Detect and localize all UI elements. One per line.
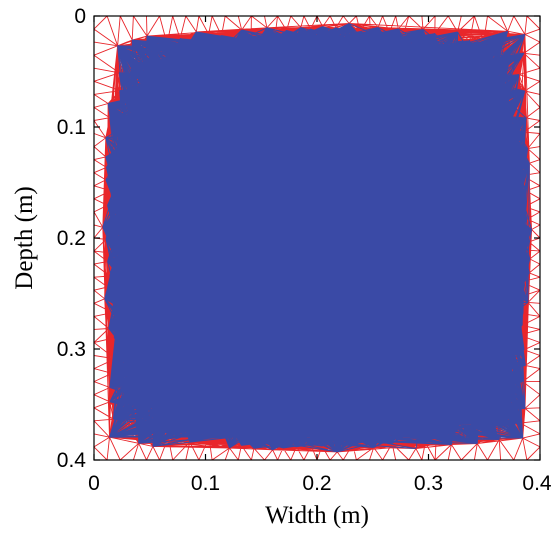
x-tick-label-3: 0.3 — [414, 472, 443, 495]
x-axis-label: Width (m) — [265, 502, 369, 529]
inclusion-mesh-edges — [102, 23, 533, 453]
tick-marks — [93, 15, 541, 461]
y-tick-label-2: 0.2 — [57, 227, 86, 250]
x-tick-label-1: 0.1 — [191, 472, 220, 495]
x-tick-label-0: 0 — [88, 472, 100, 495]
y-axis-label: Depth (m) — [11, 186, 38, 289]
x-tick-label-2: 0.2 — [302, 472, 331, 495]
x-tick-label-4: 0.4 — [522, 472, 552, 495]
y-tick-label-3: 0.3 — [57, 338, 86, 361]
y-tick-label-4: 0.4 — [57, 449, 87, 472]
y-tick-label-1: 0.1 — [57, 116, 86, 139]
mesh-layer — [93, 15, 541, 461]
y-tick-label-0: 0 — [74, 5, 86, 28]
